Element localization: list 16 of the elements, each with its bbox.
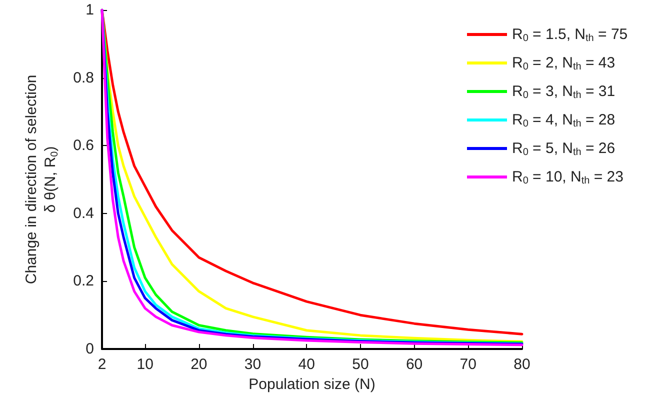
x-tick-label: 30 — [244, 356, 262, 373]
y-tick-label: 0.2 — [73, 272, 94, 290]
x-tick-label: 2 — [98, 356, 106, 373]
x-tick-label: 40 — [298, 356, 315, 373]
y-tick-label: 1 — [86, 2, 94, 18]
x-tick-label: 20 — [190, 356, 208, 373]
x-tick-label: 80 — [514, 356, 530, 373]
y-tick-label: 0.4 — [73, 204, 94, 222]
x-tick-label: 10 — [136, 356, 154, 373]
y-tick-label: 0.8 — [73, 69, 94, 86]
y-tick-label: 0 — [86, 340, 94, 358]
y-tick-label: 0.6 — [73, 137, 94, 154]
x-tick-label: 50 — [352, 356, 369, 373]
x-tick-label: 70 — [460, 356, 476, 373]
x-axis-title: Population size (N) — [248, 376, 376, 393]
x-tick-label: 60 — [406, 356, 423, 373]
